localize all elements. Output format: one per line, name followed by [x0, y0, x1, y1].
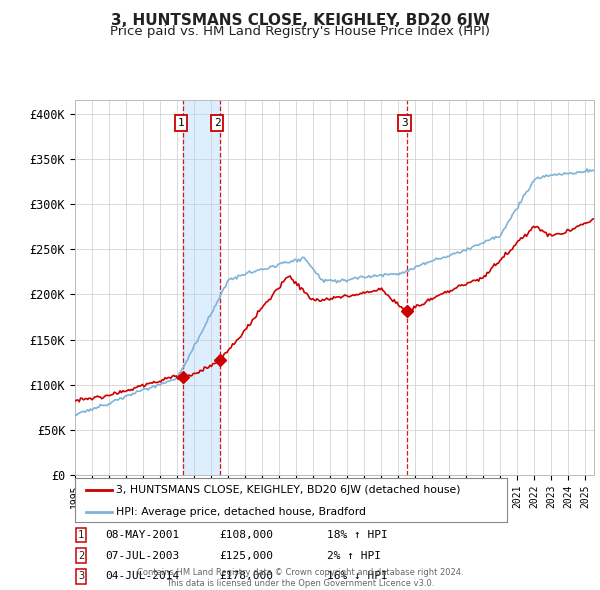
Text: 3: 3	[78, 572, 84, 581]
Text: 07-JUL-2003: 07-JUL-2003	[105, 551, 179, 560]
Text: HPI: Average price, detached house, Bradford: HPI: Average price, detached house, Brad…	[116, 507, 366, 517]
Text: 16% ↓ HPI: 16% ↓ HPI	[327, 572, 388, 581]
Text: 3, HUNTSMANS CLOSE, KEIGHLEY, BD20 6JW: 3, HUNTSMANS CLOSE, KEIGHLEY, BD20 6JW	[110, 13, 490, 28]
Text: Contains HM Land Registry data © Crown copyright and database right 2024.
This d: Contains HM Land Registry data © Crown c…	[137, 568, 463, 588]
Text: £178,000: £178,000	[219, 572, 273, 581]
Text: 18% ↑ HPI: 18% ↑ HPI	[327, 530, 388, 540]
Text: 2: 2	[78, 551, 84, 560]
Text: 3, HUNTSMANS CLOSE, KEIGHLEY, BD20 6JW (detached house): 3, HUNTSMANS CLOSE, KEIGHLEY, BD20 6JW (…	[116, 486, 461, 495]
Bar	[183, 100, 220, 475]
Text: 1: 1	[177, 118, 184, 128]
Text: £125,000: £125,000	[219, 551, 273, 560]
Text: 2: 2	[214, 118, 221, 128]
Text: Price paid vs. HM Land Registry's House Price Index (HPI): Price paid vs. HM Land Registry's House …	[110, 25, 490, 38]
Text: 2% ↑ HPI: 2% ↑ HPI	[327, 551, 381, 560]
Text: £108,000: £108,000	[219, 530, 273, 540]
Text: 04-JUL-2014: 04-JUL-2014	[105, 572, 179, 581]
Text: 08-MAY-2001: 08-MAY-2001	[105, 530, 179, 540]
Text: 1: 1	[78, 530, 84, 540]
Text: 3: 3	[401, 118, 408, 128]
